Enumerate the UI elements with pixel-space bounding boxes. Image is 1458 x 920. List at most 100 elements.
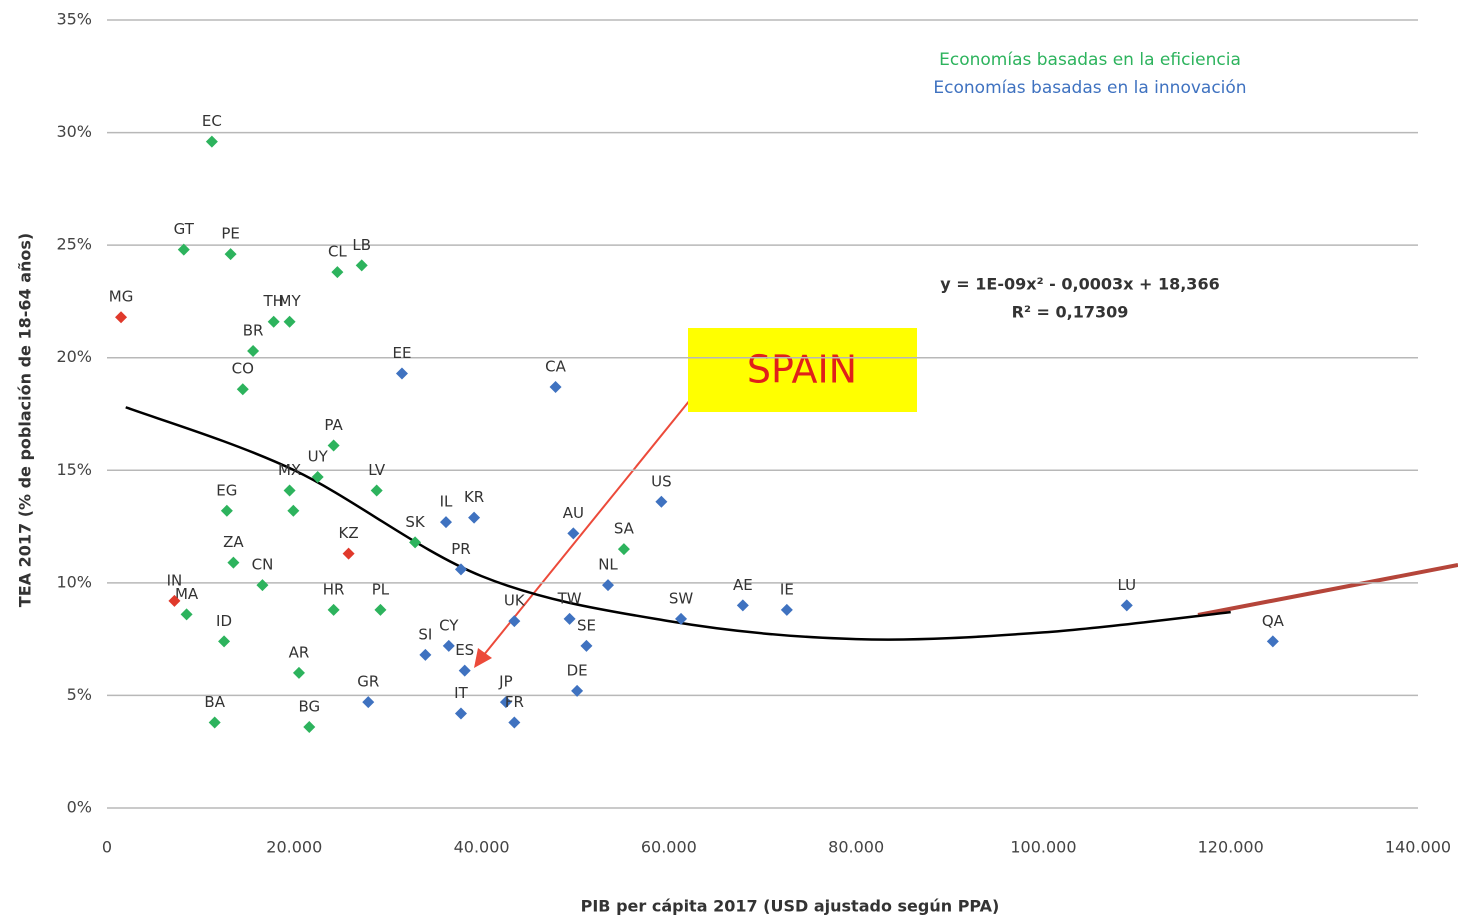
point-label: MA	[175, 585, 199, 603]
data-point	[287, 504, 300, 517]
legend-entry: Economías basadas en la eficiencia	[939, 50, 1241, 70]
data-point	[549, 380, 562, 393]
data-point	[177, 243, 190, 256]
x-axis-label: PIB per cápita 2017 (USD ajustado según …	[581, 897, 1000, 916]
data-point	[1120, 599, 1133, 612]
point-label: LU	[1117, 576, 1136, 594]
point-label: BG	[298, 697, 320, 715]
point-label: US	[651, 472, 672, 490]
data-point	[617, 543, 630, 556]
data-point	[1266, 635, 1279, 648]
equation: y = 1E-09x² - 0,0003x + 18,366	[940, 275, 1219, 294]
data-point	[419, 648, 432, 661]
data-point	[439, 516, 452, 529]
data-point	[342, 547, 355, 560]
data-point	[736, 599, 749, 612]
x-tick-label: 80.000	[828, 838, 884, 857]
point-label: LB	[352, 236, 371, 254]
point-label: SI	[418, 625, 432, 643]
point-label: NL	[598, 556, 618, 574]
data-point	[168, 594, 181, 607]
x-tick-label: 0	[102, 838, 112, 857]
data-point	[780, 603, 793, 616]
point-label: SW	[669, 589, 694, 607]
data-point	[458, 664, 471, 677]
data-point	[327, 603, 340, 616]
point-label: TW	[557, 589, 582, 607]
data-point	[395, 367, 408, 380]
data-point	[362, 696, 375, 709]
point-label: PA	[324, 416, 343, 434]
data-point	[311, 471, 324, 484]
x-tick-label: 20.000	[266, 838, 322, 857]
y-tick-label: 30%	[56, 122, 92, 141]
point-label: ZA	[223, 533, 244, 551]
data-point	[218, 635, 231, 648]
y-tick-label: 0%	[67, 798, 92, 817]
data-point	[567, 527, 580, 540]
y-tick-label: 15%	[56, 460, 92, 479]
data-point	[454, 563, 467, 576]
point-label: MX	[278, 461, 301, 479]
data-point	[675, 612, 688, 625]
point-label: SE	[577, 616, 596, 634]
point-label: LV	[368, 461, 386, 479]
point-label: HR	[323, 580, 345, 598]
point-label: MY	[279, 292, 302, 310]
data-point	[508, 716, 521, 729]
data-point	[374, 603, 387, 616]
data-point	[499, 696, 512, 709]
point-label: DE	[567, 661, 588, 679]
point-label: PL	[372, 580, 390, 598]
point-label: KZ	[339, 524, 359, 542]
data-point	[180, 608, 193, 621]
point-label: IT	[454, 684, 468, 702]
point-label: GR	[357, 673, 379, 691]
annotation: SPAIN	[747, 348, 857, 392]
point-label: SA	[614, 520, 635, 538]
point-label: GT	[174, 220, 195, 238]
point-label: EC	[202, 112, 222, 130]
legend-entry: Economías basadas en la innovación	[933, 78, 1246, 98]
data-point	[563, 612, 576, 625]
point-label: BA	[204, 693, 225, 711]
point-label: IN	[167, 571, 183, 589]
point-label: CN	[252, 556, 274, 574]
data-point	[205, 135, 218, 148]
data-point	[442, 639, 455, 652]
y-tick-label: 10%	[56, 572, 92, 591]
data-point	[327, 439, 340, 452]
point-label: CO	[232, 360, 254, 378]
point-label: ES	[455, 641, 474, 659]
data-point	[355, 259, 368, 272]
y-tick-label: 25%	[56, 235, 92, 254]
data-point	[227, 556, 240, 569]
data-point	[208, 716, 221, 729]
x-tick-label: 60.000	[641, 838, 697, 857]
trendline	[125, 406, 1231, 641]
y-tick-label: 20%	[56, 347, 92, 366]
data-point	[267, 315, 280, 328]
x-tick-label: 140.000	[1385, 838, 1451, 857]
data-point	[256, 579, 269, 592]
y-tick-label: 35%	[56, 10, 92, 29]
data-point	[220, 504, 233, 517]
arrow-head	[474, 648, 492, 668]
point-label: MG	[109, 288, 134, 306]
data-point	[292, 666, 305, 679]
point-label: PR	[451, 540, 470, 558]
data-point	[580, 639, 593, 652]
point-label: CY	[439, 616, 459, 634]
x-tick-label: 120.000	[1198, 838, 1264, 857]
point-label: TH	[262, 292, 283, 310]
data-point	[331, 266, 344, 279]
point-label: EE	[392, 344, 411, 362]
point-label: PE	[221, 225, 240, 243]
data-point	[409, 536, 422, 549]
data-point	[571, 684, 584, 697]
point-label: CA	[545, 357, 566, 375]
point-label: BR	[243, 321, 264, 339]
point-label: UY	[308, 448, 329, 466]
point-label: AR	[289, 643, 310, 661]
